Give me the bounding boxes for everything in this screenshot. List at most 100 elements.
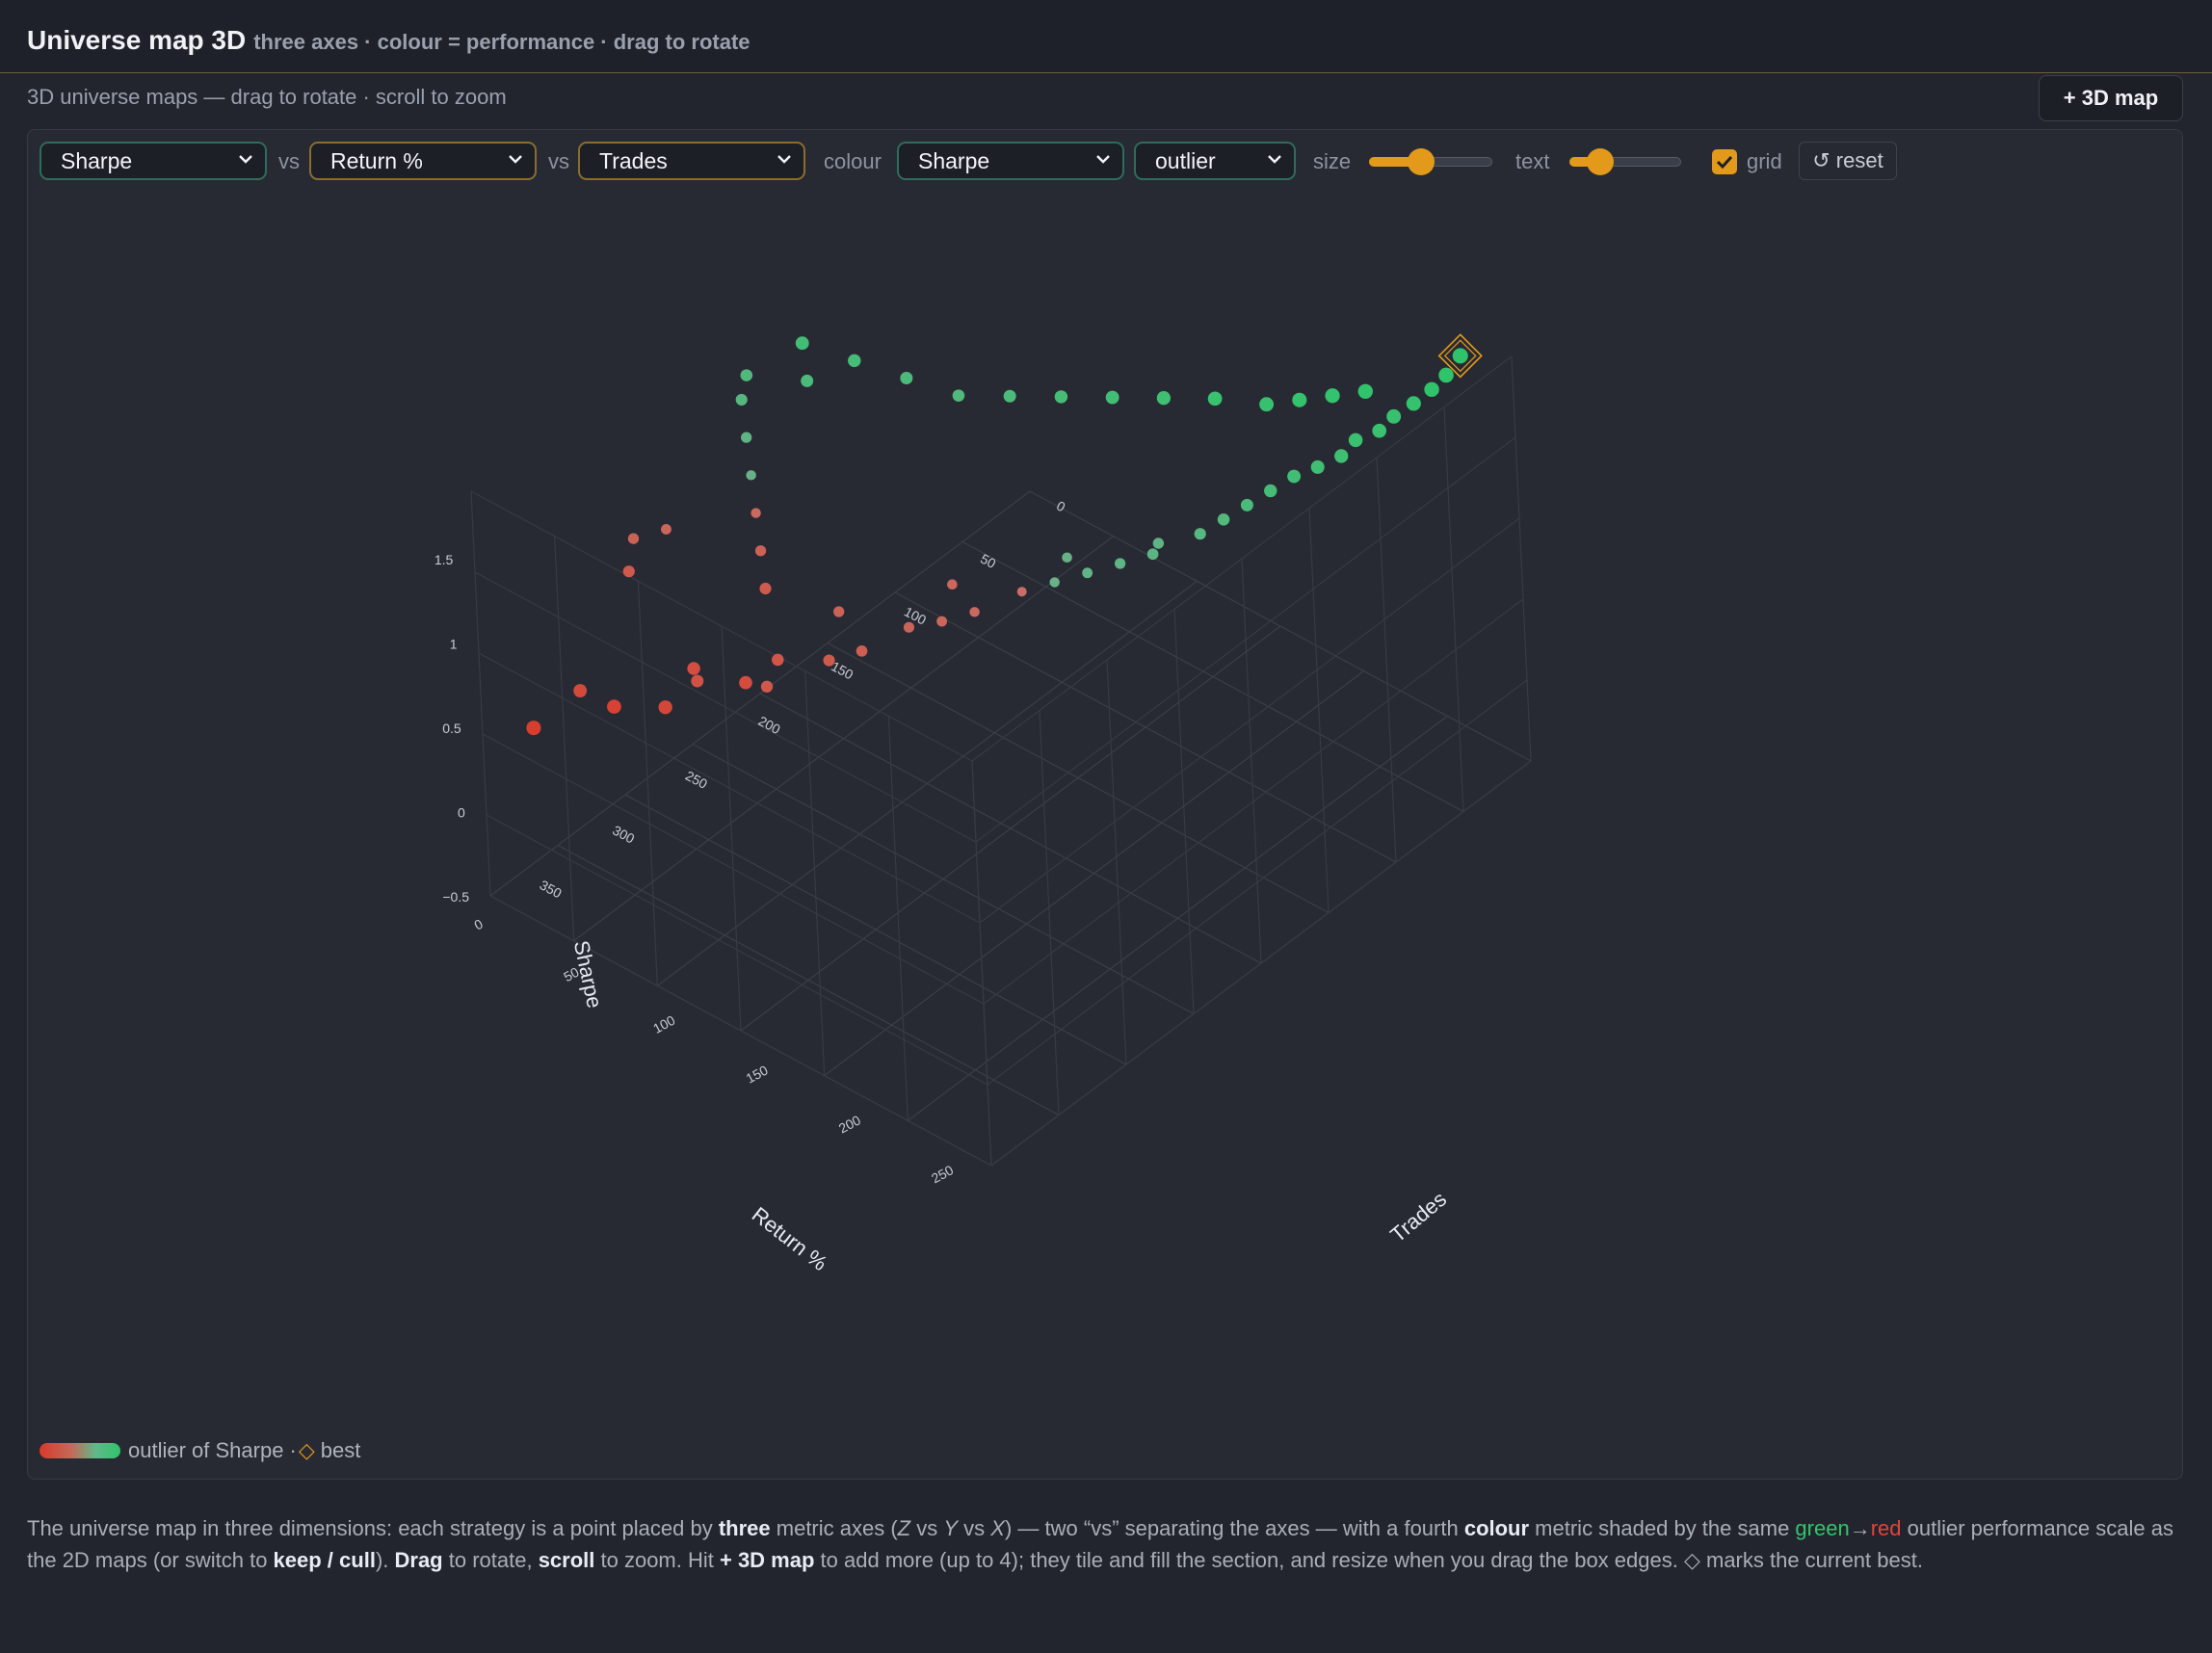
grid-line: [1241, 558, 1262, 964]
data-point: [1334, 449, 1349, 463]
data-point: [759, 582, 772, 595]
grid-label: grid: [1747, 149, 1782, 173]
size-slider-fill: [1369, 157, 1421, 167]
data-point: [1259, 397, 1275, 412]
data-point: [1325, 388, 1340, 404]
data-point: [658, 700, 672, 715]
data-point: [1310, 459, 1325, 474]
data-point: [740, 369, 753, 381]
size-slider[interactable]: [1369, 148, 1492, 175]
grid-line: [971, 760, 992, 1167]
z-tick-label: 0.5: [442, 721, 461, 736]
colour-legend: outlier of Sharpe · ◇ best: [40, 1436, 360, 1465]
x-axis-title: Trades: [1385, 1187, 1451, 1247]
grid-line: [489, 895, 992, 1167]
map-panel: Sharpe vs Return % vs Trades colour Shar…: [27, 129, 2183, 1480]
grid-line: [907, 715, 1448, 1121]
grid-line: [824, 670, 1365, 1077]
grid-line: [1511, 355, 1532, 762]
add-3d-map-button[interactable]: + 3D map: [2039, 75, 2183, 121]
y-tick-label: 50: [561, 964, 581, 985]
data-point: [741, 432, 752, 443]
chevron-down-icon: [1268, 155, 1281, 164]
data-point: [1406, 396, 1421, 411]
x-axis-select[interactable]: Trades: [578, 142, 805, 180]
data-points: [526, 336, 1454, 736]
page-subtitle: three axes · colour = performance · drag…: [253, 30, 750, 54]
data-point: [1194, 528, 1206, 540]
grid-line: [1173, 609, 1195, 1014]
y-tick-label: 200: [836, 1112, 863, 1136]
grid-line: [1106, 659, 1127, 1065]
grid-line: [478, 652, 981, 924]
grid-line: [489, 490, 1031, 897]
grid-line: [1039, 710, 1060, 1115]
z-tick-label: −0.5: [442, 889, 469, 905]
data-point: [573, 684, 588, 697]
grid-line: [887, 716, 908, 1121]
grid-line: [486, 814, 988, 1086]
description: The universe map in three dimensions: ea…: [27, 1516, 2173, 1572]
x-tick-label: 0: [1054, 498, 1068, 515]
data-point: [1287, 469, 1302, 484]
x-tick-label: 300: [610, 823, 637, 847]
legend-label: outlier of Sharpe ·: [128, 1438, 297, 1462]
z-axis-select[interactable]: Sharpe: [40, 142, 267, 180]
data-point: [833, 606, 845, 617]
data-point: [1357, 383, 1373, 399]
data-point: [823, 654, 835, 667]
colour-metric-select[interactable]: Sharpe: [897, 142, 1124, 180]
section-caption: 3D universe maps — drag to rotate · scro…: [27, 85, 507, 109]
data-point: [952, 389, 965, 402]
header-bar: Universe map 3D three axes · colour = per…: [0, 0, 2212, 73]
colour-metric-value: Sharpe: [918, 147, 990, 173]
size-slider-thumb[interactable]: [1407, 148, 1435, 175]
best-diamond-inner: [1443, 339, 1477, 373]
vs-label: vs: [548, 149, 569, 173]
data-point: [1217, 512, 1230, 526]
data-point: [735, 393, 748, 406]
grid-line: [482, 733, 985, 1005]
data-point: [754, 545, 767, 557]
x-tick-label: 200: [756, 713, 783, 737]
colour-mode-value: outlier: [1155, 147, 1216, 173]
data-point: [760, 680, 774, 693]
z-axis-value: Sharpe: [61, 147, 133, 173]
data-point: [969, 607, 980, 617]
x-tick-label: 50: [978, 551, 998, 572]
data-point: [772, 653, 784, 667]
data-point: [900, 371, 913, 384]
data-point: [1240, 498, 1253, 512]
data-point: [1386, 408, 1402, 424]
data-point: [801, 374, 814, 387]
grid-line: [804, 670, 826, 1076]
data-point: [622, 565, 635, 578]
data-point: [739, 675, 752, 690]
grid-checkbox[interactable]: [1712, 149, 1737, 174]
chevron-down-icon: [239, 155, 252, 164]
reset-button[interactable]: ↺ reset: [1799, 142, 1897, 180]
data-point: [1152, 538, 1165, 549]
text-slider-thumb[interactable]: [1587, 148, 1615, 175]
data-point: [627, 533, 640, 544]
chevron-down-icon: [509, 155, 522, 164]
grid-line: [983, 598, 1524, 1005]
y-axis-value: Return %: [330, 147, 423, 173]
data-point: [856, 644, 868, 657]
y-tick-label: 150: [743, 1062, 770, 1086]
best-diamond-icon: ◇: [298, 1438, 315, 1462]
data-point: [1114, 558, 1126, 569]
data-point: [1156, 391, 1172, 406]
data-point: [750, 508, 761, 518]
size-label: size: [1313, 149, 1352, 173]
data-point: [795, 336, 809, 351]
colour-mode-select[interactable]: outlier: [1134, 142, 1296, 180]
text-slider[interactable]: [1569, 148, 1681, 175]
x-axis-value: Trades: [599, 147, 668, 173]
data-point: [1105, 390, 1119, 405]
grid-line: [573, 536, 1115, 942]
data-point: [607, 699, 621, 714]
scatter-3d-plot[interactable]: −0.500.511.50501001502002500501001502002…: [28, 188, 2182, 1430]
grid-line: [474, 571, 977, 843]
y-axis-select[interactable]: Return %: [309, 142, 537, 180]
